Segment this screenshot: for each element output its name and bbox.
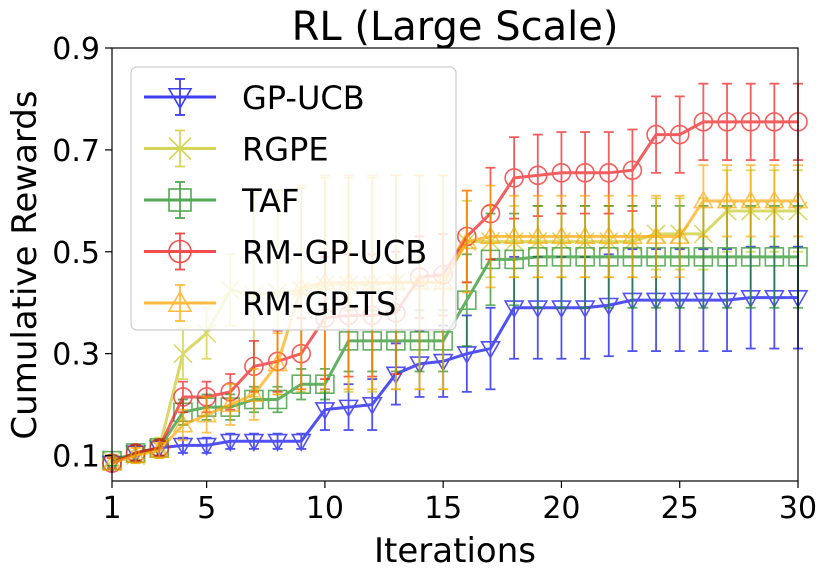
y-tick-label: 0.1 — [52, 440, 100, 475]
chart-title: RL (Large Scale) — [292, 4, 619, 50]
data-point — [527, 165, 548, 186]
legend-label: RM-GP-UCB — [242, 234, 427, 272]
data-point — [598, 163, 619, 183]
data-point — [290, 433, 312, 452]
data-point — [125, 444, 147, 464]
legend-marker — [167, 290, 193, 313]
x-tick-label: 5 — [197, 491, 216, 526]
y-tick-label: 0.3 — [52, 338, 100, 373]
legend-marker — [168, 239, 192, 264]
data-point — [267, 353, 288, 372]
data-point — [243, 433, 265, 452]
data-point — [527, 225, 549, 245]
x-axis: 1 5 10 15 20 25 30 — [102, 481, 817, 526]
y-tick-label: 0.7 — [52, 134, 100, 169]
data-point — [574, 225, 596, 245]
legend-label: RM-GP-TS — [242, 285, 396, 323]
x-tick-label: 30 — [779, 491, 817, 526]
legend-item — [144, 232, 216, 271]
data-point — [693, 112, 714, 132]
data-point — [551, 163, 572, 183]
legend-item — [144, 284, 216, 322]
data-point — [669, 225, 691, 245]
data-point — [480, 225, 501, 245]
data-point — [716, 190, 738, 209]
legend-marker — [168, 188, 192, 212]
x-axis-label: Iterations — [374, 531, 536, 571]
data-point — [504, 168, 524, 188]
data-point — [575, 163, 595, 183]
data-point — [598, 225, 620, 245]
data-point — [219, 393, 241, 413]
x-tick-label: 25 — [661, 491, 699, 526]
y-axis-label: Cumulative Rewards — [5, 90, 45, 439]
plot-frame — [111, 47, 799, 482]
data-point — [740, 190, 762, 209]
data-point — [764, 247, 785, 267]
legend-marker — [168, 136, 192, 161]
legend-item — [144, 181, 216, 219]
legend-marker — [167, 87, 193, 110]
data-point — [314, 402, 336, 421]
y-axis: 0.1 0.3 0.5 0.7 0.9 — [52, 32, 112, 475]
x-tick-label: 10 — [306, 491, 344, 526]
legend: GP-UCB RGPE TAF RM-GP-UCB RM-GP-TS — [130, 66, 457, 331]
data-point — [622, 160, 643, 181]
data-point — [693, 247, 714, 267]
data-point — [173, 387, 193, 407]
data-point — [717, 112, 737, 132]
data-point — [267, 433, 288, 452]
x-tick-label: 20 — [542, 491, 580, 526]
data-point — [740, 247, 761, 267]
legend-item — [144, 129, 216, 168]
data-point — [480, 341, 501, 360]
data-point — [338, 399, 359, 418]
data-point — [173, 344, 193, 364]
data-point — [219, 433, 241, 452]
legend-label: TAF — [241, 182, 299, 220]
data-point — [172, 414, 194, 433]
y-tick-label: 0.5 — [52, 236, 100, 271]
x-tick-label: 15 — [424, 491, 462, 526]
x-tick-label: 1 — [102, 491, 121, 526]
y-tick-label: 0.9 — [52, 32, 100, 67]
data-point — [503, 225, 525, 245]
data-point — [646, 124, 666, 145]
data-point — [148, 439, 170, 458]
legend-label: RGPE — [242, 131, 329, 169]
legend-label: GP-UCB — [242, 79, 365, 117]
data-point — [763, 190, 785, 209]
data-point — [717, 247, 737, 267]
data-point — [693, 190, 714, 209]
data-point — [196, 437, 217, 456]
legend-frame — [130, 66, 457, 331]
legend-item — [144, 78, 216, 116]
data-point — [764, 112, 785, 132]
data-point — [622, 225, 643, 245]
data-point — [196, 404, 217, 423]
data-point — [669, 124, 690, 145]
data-point — [456, 230, 478, 250]
data-point — [361, 397, 383, 416]
data-point — [243, 383, 265, 402]
data-point — [740, 112, 761, 132]
data-point — [551, 225, 572, 245]
data-point — [645, 225, 667, 245]
